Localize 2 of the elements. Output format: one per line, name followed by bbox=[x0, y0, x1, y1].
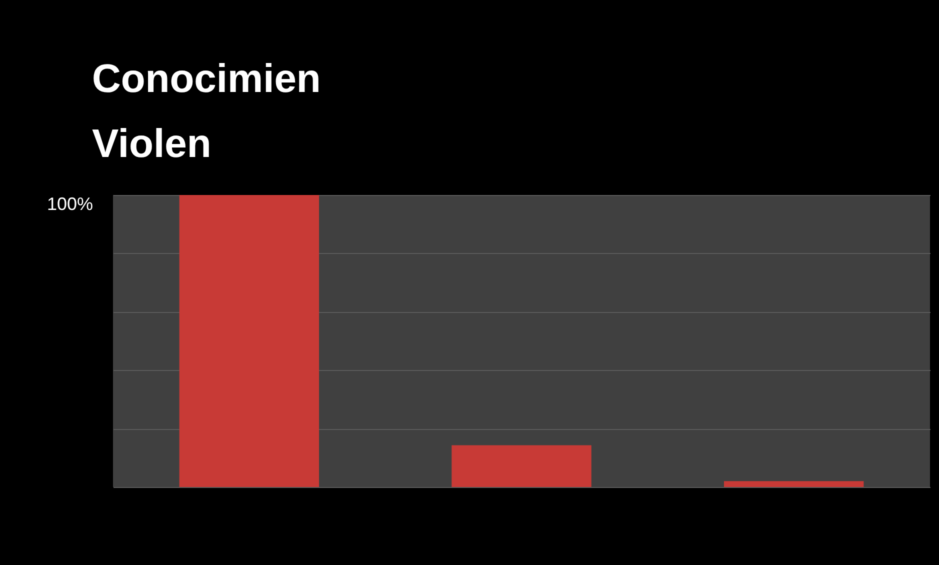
chart-title: Conocimien Violen bbox=[92, 57, 321, 166]
text: 100% bbox=[46, 194, 93, 214]
